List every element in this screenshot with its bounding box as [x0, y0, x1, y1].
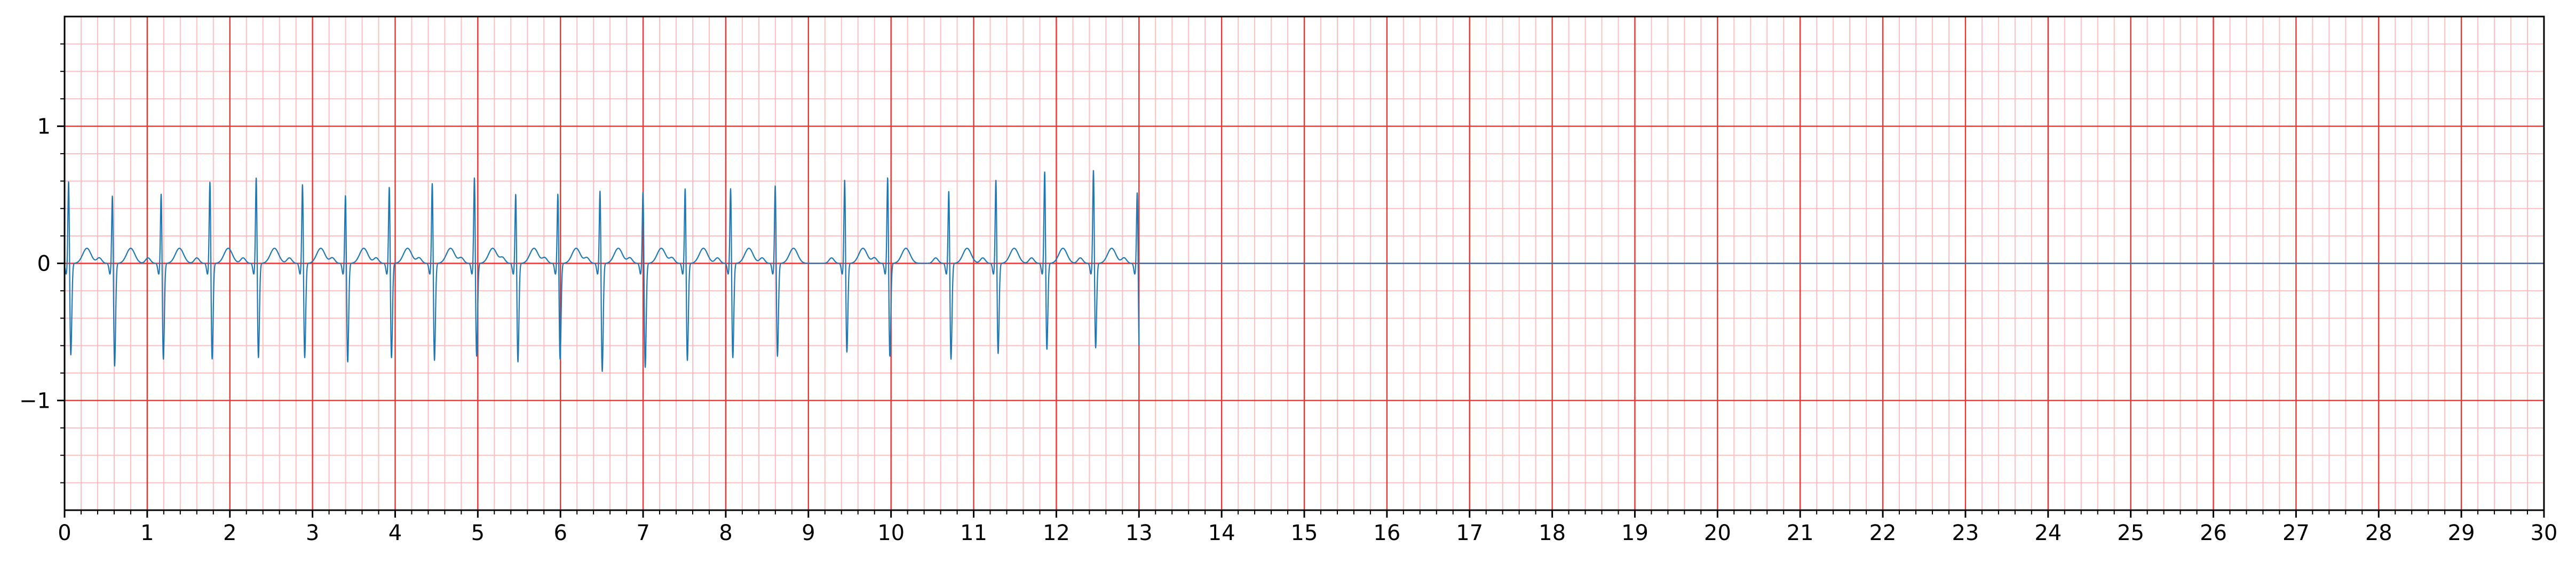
x-tick-label: 16 [1373, 521, 1400, 545]
x-tick-label: 15 [1291, 521, 1318, 545]
y-tick-label: 0 [37, 252, 51, 276]
x-tick-label: 0 [58, 521, 71, 545]
y-axis-ticks: 1 0 −1 [19, 43, 65, 483]
x-tick-label: 14 [1208, 521, 1235, 545]
y-tick-label: −1 [19, 388, 51, 413]
x-tick-label: 18 [1539, 521, 1566, 545]
x-tick-label: 25 [2117, 521, 2144, 545]
x-tick-label: 7 [636, 521, 649, 545]
x-tick-label: 23 [1952, 521, 1979, 545]
x-tick-label: 29 [2448, 521, 2475, 545]
x-tick-label: 8 [719, 521, 732, 545]
x-tick-label: 4 [389, 521, 402, 545]
x-tick-label: 17 [1456, 521, 1483, 545]
x-axis-ticks: 0 1 2 3 4 5 6 7 8 9 10 11 12 13 14 15 16 17 18 19 20 21 22 23 24… [58, 510, 2557, 545]
x-tick-label: 26 [2200, 521, 2227, 545]
x-tick-label: 6 [553, 521, 567, 545]
x-tick-label: 13 [1125, 521, 1153, 545]
x-tick-label: 5 [471, 521, 485, 545]
x-tick-label: 20 [1704, 521, 1731, 545]
trace-layer [64, 170, 2544, 372]
y-tick-label: 1 [37, 115, 51, 139]
x-tick-label: 12 [1043, 521, 1070, 545]
x-tick-label: 28 [2365, 521, 2392, 545]
x-tick-label: 19 [1621, 521, 1648, 545]
x-tick-label: 30 [2531, 521, 2558, 545]
x-tick-label: 2 [223, 521, 236, 545]
x-tick-label: 24 [2034, 521, 2062, 545]
x-tick-label: 10 [877, 521, 905, 545]
ecg-trace [64, 170, 1140, 372]
x-tick-label: 1 [140, 521, 154, 545]
x-tick-label: 9 [802, 521, 815, 545]
x-tick-label: 27 [2282, 521, 2310, 545]
x-tick-label: 3 [306, 521, 319, 545]
x-tick-label: 11 [960, 521, 987, 545]
x-tick-label: 21 [1787, 521, 1814, 545]
x-tick-label: 22 [1869, 521, 1897, 545]
